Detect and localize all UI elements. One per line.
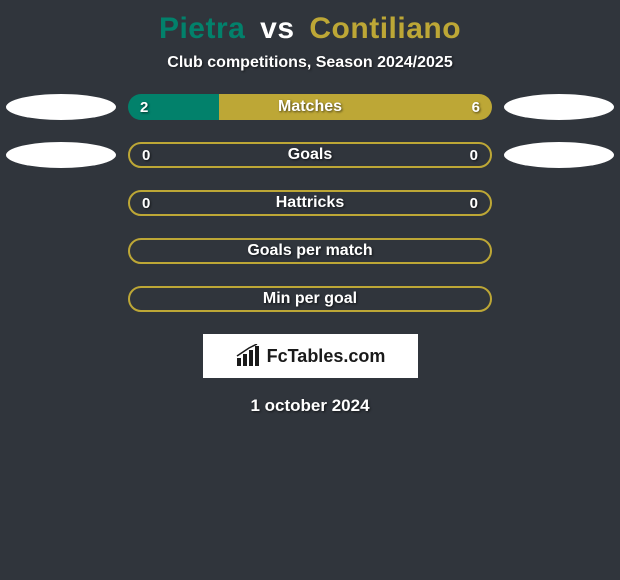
fctables-chart-icon — [235, 344, 263, 368]
stat-row: Min per goal — [0, 286, 620, 312]
right-team-oval — [504, 142, 614, 168]
stat-row: Goals per match — [0, 238, 620, 264]
stat-bar: 00Hattricks — [128, 190, 492, 216]
stat-row: 26Matches — [0, 94, 620, 120]
date-text: 1 october 2024 — [0, 396, 620, 416]
stat-rows-container: 26Matches 00Goals 00Hattricks Goals per mat… — [0, 94, 620, 312]
stat-bar: 26Matches — [128, 94, 492, 120]
stat-label: Matches — [128, 94, 492, 120]
stat-bar-empty: Goals per match — [128, 238, 492, 264]
player2-name: Contiliano — [309, 12, 461, 45]
right-team-oval — [504, 94, 614, 120]
stat-label: Hattricks — [130, 192, 490, 214]
left-team-oval — [6, 94, 116, 120]
stat-bar: 00Goals — [128, 142, 492, 168]
left-team-oval — [6, 142, 116, 168]
stat-row: 00Hattricks — [0, 190, 620, 216]
stat-row: 00Goals — [0, 142, 620, 168]
logo-text: FcTables.com — [267, 346, 386, 367]
subtitle-text: Club competitions, Season 2024/2025 — [0, 54, 620, 72]
vs-connector: vs — [260, 12, 294, 45]
player1-name: Pietra — [159, 12, 245, 45]
stat-label: Goals — [130, 144, 490, 166]
logo-container: FcTables.com — [203, 334, 418, 378]
comparison-title: Pietra vs Contiliano — [0, 0, 620, 46]
stat-bar-empty: Min per goal — [128, 286, 492, 312]
